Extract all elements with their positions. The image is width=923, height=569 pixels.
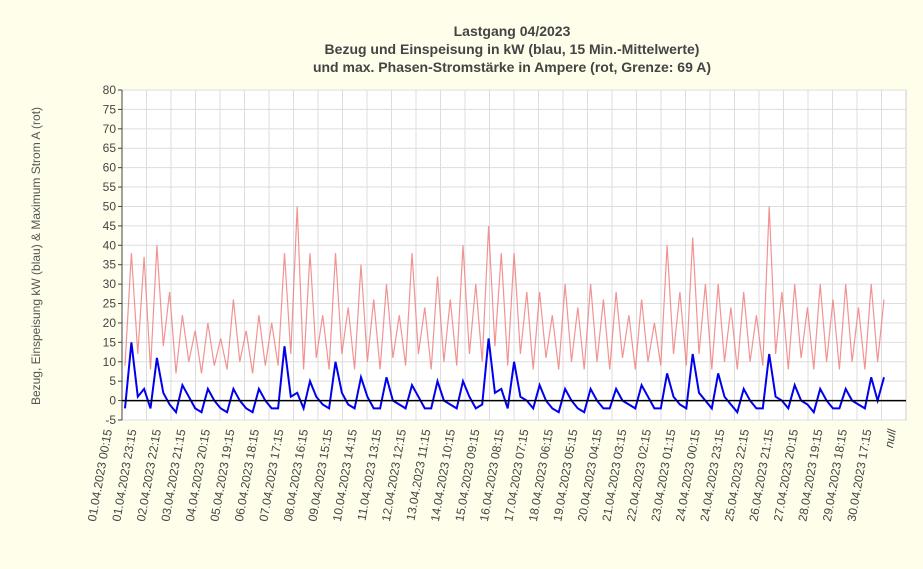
y-tick-label: 65 [103,141,117,155]
x-tick-label: 16.04.2023 08:15 [477,428,507,523]
y-tick-label: 25 [103,297,117,311]
x-tick-label: 22.04.2023 02:15 [624,428,654,523]
x-tick-label: 18.04.2023 06:15 [526,428,556,523]
current-series-line [124,206,885,374]
x-tick-label: 10.04.2023 14:15 [330,428,360,523]
chart-title-line-2: Bezug und Einspeisung in kW (blau, 15 Mi… [325,41,700,57]
x-tick-label: 15.04.2023 09:15 [452,428,482,523]
x-tick-label: 24.04.2023 23:15 [697,428,727,523]
x-tick-label: 03.04.2023 21:15 [158,428,188,523]
x-tick-label: 26.04.2023 21:15 [746,428,776,523]
y-tick-label: -5 [105,413,116,427]
chart-title-line-3: und max. Phasen-Stromstärke in Ampere (r… [313,59,711,75]
x-tick-label: 02.04.2023 22:15 [134,428,164,523]
x-tick-label: 01.04.2023 23:15 [109,428,139,523]
x-tick-label: 07.04.2023 17:15 [256,428,286,523]
y-tick-label: 70 [103,122,117,136]
x-tick-label: 17.04.2023 07:15 [501,428,531,523]
y-tick-label: 15 [103,335,117,349]
x-tick-label: 09.04.2023 15:15 [305,428,335,523]
power-series-line [124,338,885,415]
x-tick-label: 01.04.2023 00:15 [85,428,115,523]
y-tick-label: 20 [103,316,117,330]
y-tick-label: 40 [103,238,117,252]
x-tick-label: 23.04.2023 01:15 [648,428,678,523]
x-tick-label: 27.04.2023 20:15 [771,428,801,523]
x-tick-label: 04.04.2023 20:15 [183,428,213,523]
y-tick-label: 60 [103,161,117,175]
y-tick-label: 30 [103,277,117,291]
y-tick-label: 80 [103,83,117,97]
y-tick-label: 0 [109,394,116,408]
x-tick-label: 25.04.2023 22:15 [722,428,752,523]
x-tick-label: 19.04.2023 05:15 [550,428,580,523]
x-tick-label: 11.04.2023 13:15 [355,428,385,522]
y-tick-label: 10 [103,355,117,369]
x-tick-label: 05.04.2023 19:15 [207,428,237,523]
x-tick-label: 08.04.2023 16:15 [281,428,311,523]
y-tick-label: 35 [103,258,117,272]
y-axis-label: Bezug, Einspeisung kW (blau) & Maximum S… [29,107,43,405]
x-tick-label: 24.04.2023 00:15 [673,428,703,523]
y-tick-label: 45 [103,219,117,233]
y-tick-label: 55 [103,180,117,194]
y-tick-label: 75 [103,102,117,116]
x-tick-label: 29.04.2023 18:15 [820,428,850,523]
y-tick-label: 5 [109,374,116,388]
x-tick-label: 28.04.2023 19:15 [795,428,825,523]
x-tick-label: 21.04.2023 03:15 [599,428,629,523]
x-tick-label: 12.04.2023 12:15 [379,428,409,523]
x-tick-label: null [882,428,899,449]
y-tick-label: 50 [103,199,117,213]
chart-title-line-1: Lastgang 04/2023 [454,23,571,39]
x-tick-label: 13.04.2023 11:15 [404,428,434,522]
x-tick-label: 20.04.2023 04:15 [575,428,605,523]
x-tick-label: 30.04.2023 17:15 [844,428,874,523]
x-tick-label: 06.04.2023 18:15 [232,428,262,523]
x-tick-label: 14.04.2023 10:15 [428,428,458,523]
